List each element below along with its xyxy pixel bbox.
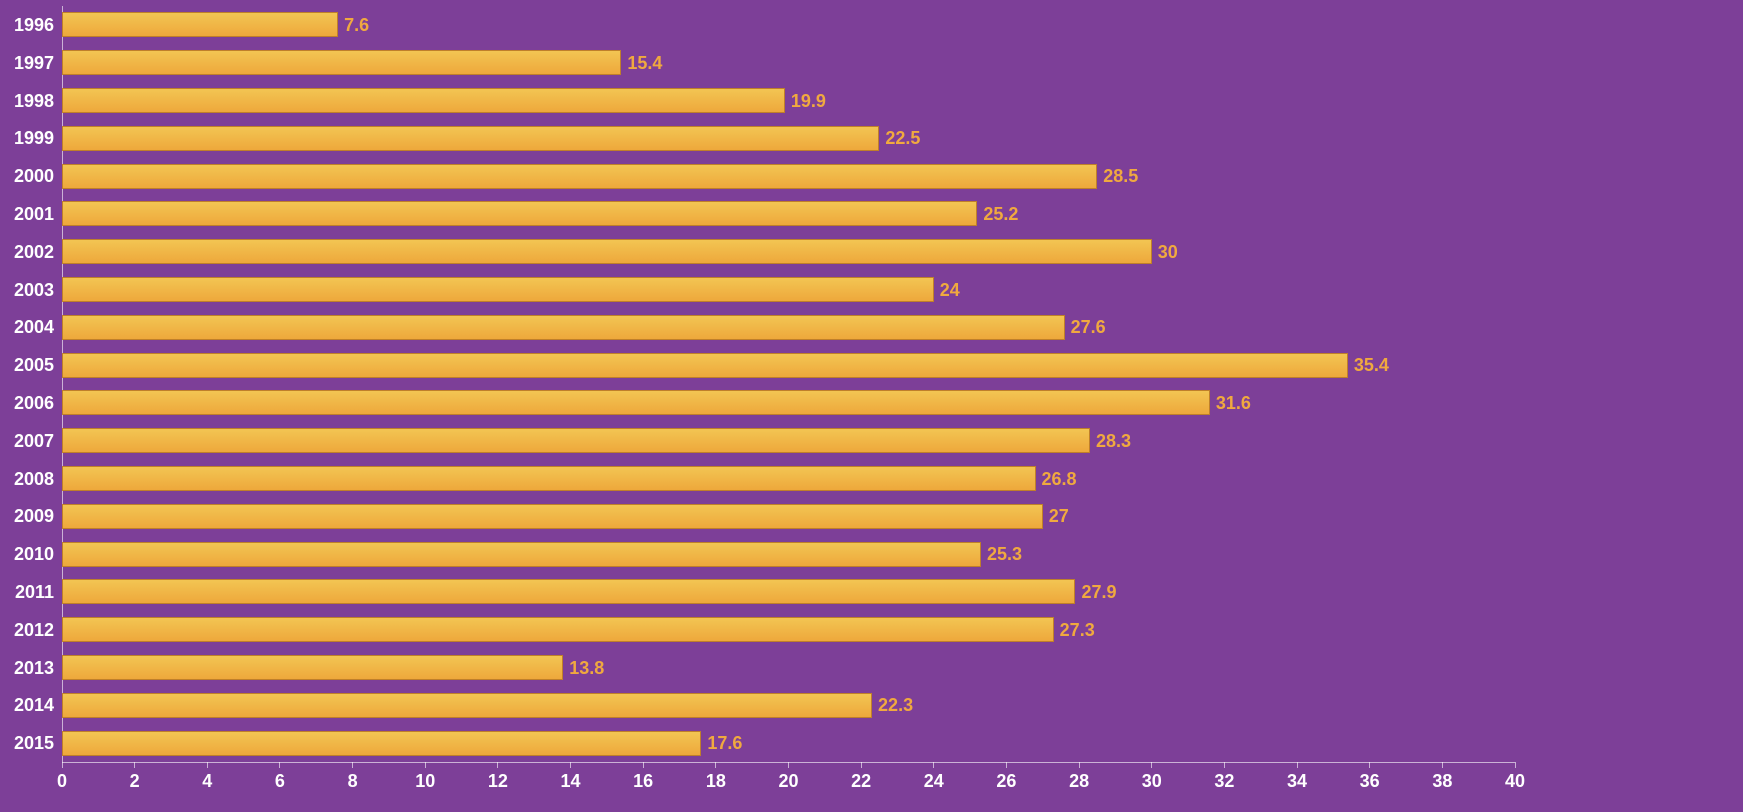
bar xyxy=(62,428,1090,453)
bar-value-label: 27.6 xyxy=(1071,318,1106,336)
x-tick-label: 32 xyxy=(1204,772,1244,790)
bar xyxy=(62,201,977,226)
y-axis-line xyxy=(62,6,63,762)
y-tick-label: 2005 xyxy=(0,356,54,374)
bar-value-label: 19.9 xyxy=(791,92,826,110)
bar xyxy=(62,12,338,37)
y-tick-label: 2011 xyxy=(0,583,54,601)
x-tick-label: 34 xyxy=(1277,772,1317,790)
x-tick-label: 16 xyxy=(623,772,663,790)
bar xyxy=(62,239,1152,264)
bar-value-label: 17.6 xyxy=(707,734,742,752)
y-tick-label: 2012 xyxy=(0,621,54,639)
bar-value-label: 26.8 xyxy=(1042,470,1077,488)
x-tick-label: 0 xyxy=(42,772,82,790)
bar xyxy=(62,655,563,680)
y-tick-label: 2010 xyxy=(0,545,54,563)
bar xyxy=(62,353,1348,378)
y-tick-label: 1999 xyxy=(0,129,54,147)
x-tick-label: 24 xyxy=(914,772,954,790)
y-tick-label: 2003 xyxy=(0,281,54,299)
x-tick-label: 20 xyxy=(769,772,809,790)
y-tick-label: 1998 xyxy=(0,92,54,110)
y-tick-label: 2015 xyxy=(0,734,54,752)
bar xyxy=(62,126,879,151)
bar xyxy=(62,88,785,113)
x-tick-label: 18 xyxy=(696,772,736,790)
bar-value-label: 27.9 xyxy=(1081,583,1116,601)
y-tick-label: 2000 xyxy=(0,167,54,185)
bar-value-label: 31.6 xyxy=(1216,394,1251,412)
x-tick-label: 6 xyxy=(260,772,300,790)
bar xyxy=(62,731,701,756)
bar-value-label: 22.5 xyxy=(885,129,920,147)
x-tick-label: 12 xyxy=(478,772,518,790)
y-tick-label: 2007 xyxy=(0,432,54,450)
x-axis-line xyxy=(62,762,1515,763)
y-tick-label: 2006 xyxy=(0,394,54,412)
bar-value-label: 7.6 xyxy=(344,16,369,34)
bar-value-label: 28.3 xyxy=(1096,432,1131,450)
x-tick-label: 14 xyxy=(551,772,591,790)
x-tick-label: 4 xyxy=(187,772,227,790)
y-tick-label: 2002 xyxy=(0,243,54,261)
y-tick-label: 2004 xyxy=(0,318,54,336)
bar xyxy=(62,504,1043,529)
x-tick-label: 40 xyxy=(1495,772,1535,790)
horizontal-bar-chart: 1996 7.6 1997 15.4 1998 19.9 1999 22.5 2000 28.5 2… xyxy=(0,0,1743,812)
x-tick-label: 28 xyxy=(1059,772,1099,790)
y-tick-label: 1997 xyxy=(0,54,54,72)
bar-value-label: 24 xyxy=(940,281,960,299)
bar-value-label: 28.5 xyxy=(1103,167,1138,185)
y-tick-label: 2013 xyxy=(0,659,54,677)
bar xyxy=(62,390,1210,415)
bar-value-label: 27 xyxy=(1049,507,1069,525)
x-tick-label: 8 xyxy=(333,772,373,790)
bar xyxy=(62,277,934,302)
x-tick-label: 2 xyxy=(115,772,155,790)
y-tick-label: 2009 xyxy=(0,507,54,525)
x-tick-label: 26 xyxy=(986,772,1026,790)
x-tick-label: 10 xyxy=(405,772,445,790)
bar xyxy=(62,579,1075,604)
y-tick-label: 2008 xyxy=(0,470,54,488)
bar-value-label: 25.3 xyxy=(987,545,1022,563)
x-tick-label: 36 xyxy=(1350,772,1390,790)
bar-value-label: 15.4 xyxy=(627,54,662,72)
x-tick-label: 38 xyxy=(1422,772,1462,790)
x-tick-label: 30 xyxy=(1132,772,1172,790)
bar-value-label: 22.3 xyxy=(878,696,913,714)
bar xyxy=(62,693,872,718)
y-tick-label: 2014 xyxy=(0,696,54,714)
bar-value-label: 27.3 xyxy=(1060,621,1095,639)
bar xyxy=(62,466,1036,491)
bar-value-label: 25.2 xyxy=(983,205,1018,223)
bar-value-label: 35.4 xyxy=(1354,356,1389,374)
x-tick-label: 22 xyxy=(841,772,881,790)
bar-value-label: 13.8 xyxy=(569,659,604,677)
bar xyxy=(62,315,1065,340)
bar xyxy=(62,50,621,75)
bar xyxy=(62,164,1097,189)
bar xyxy=(62,617,1054,642)
plot-area: 19967.6199715.4199819.9199922.5200028.52… xyxy=(62,6,1515,762)
bar xyxy=(62,542,981,567)
y-tick-label: 1996 xyxy=(0,16,54,34)
bar-value-label: 30 xyxy=(1158,243,1178,261)
y-tick-label: 2001 xyxy=(0,205,54,223)
